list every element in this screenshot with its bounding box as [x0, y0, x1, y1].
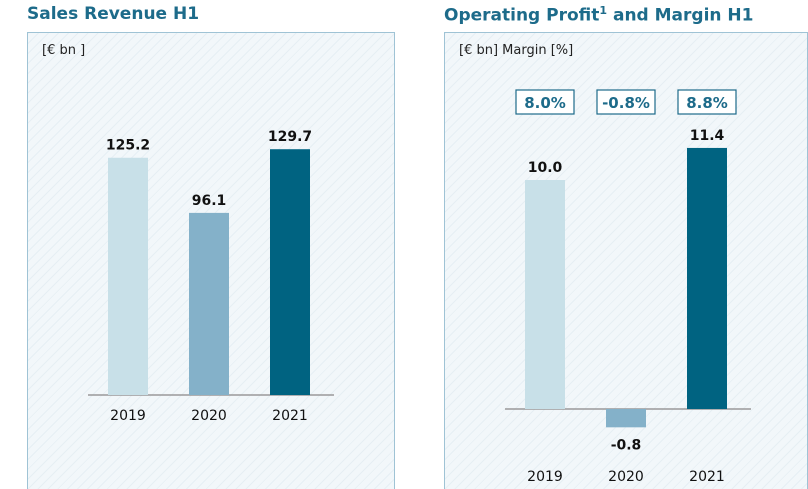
sales-revenue-unit-label: [€ bn ]	[42, 43, 86, 58]
operating-profit-title-text: Operating Profit	[444, 5, 600, 26]
sales-revenue-value-label-2019: 125.2	[106, 138, 150, 154]
operating-profit-value-label-2021: 11.4	[690, 128, 725, 144]
margin-label-2020: -0.8%	[602, 94, 650, 112]
operating-profit-title-suffix: and Margin H1	[607, 5, 754, 26]
sales-revenue-title-text: Sales Revenue H1	[27, 4, 200, 24]
operating-profit-bar-2019	[525, 180, 565, 409]
operating-profit-bar-2021	[687, 147, 727, 409]
operating-profit-unit-label: [€ bn] Margin [%]	[459, 43, 574, 58]
sales-revenue-tick-label-2019: 2019	[110, 408, 146, 424]
sales-revenue-bar-2019	[108, 157, 148, 395]
sales-revenue-title: Sales Revenue H1	[27, 4, 199, 24]
sales-revenue-bar-2021	[270, 149, 310, 395]
operating-profit-value-label-2019: 10.0	[528, 160, 563, 176]
operating-profit-value-label-2020: -0.8	[611, 437, 642, 453]
margin-box-2021	[677, 89, 737, 115]
operating-profit-tick-label-2020: 2020	[608, 469, 644, 485]
margin-label-2021: 8.8%	[686, 94, 728, 112]
sales-revenue-value-label-2020: 96.1	[192, 193, 227, 209]
sales-revenue-tick-label-2020: 2020	[191, 408, 227, 424]
margin-label-2019: 8.0%	[524, 94, 566, 112]
operating-profit-tick-label-2019: 2019	[527, 469, 563, 485]
operating-profit-title: Operating Profit1 and Margin H1	[444, 4, 754, 26]
margin-box-2019	[515, 89, 575, 115]
sales-revenue-tick-label-2021: 2021	[272, 408, 308, 424]
operating-profit-bar-2020	[606, 409, 646, 428]
operating-profit-tick-label-2021: 2021	[689, 469, 725, 485]
footnote-marker: 1	[599, 4, 608, 17]
sales-revenue-value-label-2021: 129.7	[268, 129, 312, 145]
margin-box-2020	[596, 89, 656, 115]
sales-revenue-bar-2020	[189, 212, 229, 395]
